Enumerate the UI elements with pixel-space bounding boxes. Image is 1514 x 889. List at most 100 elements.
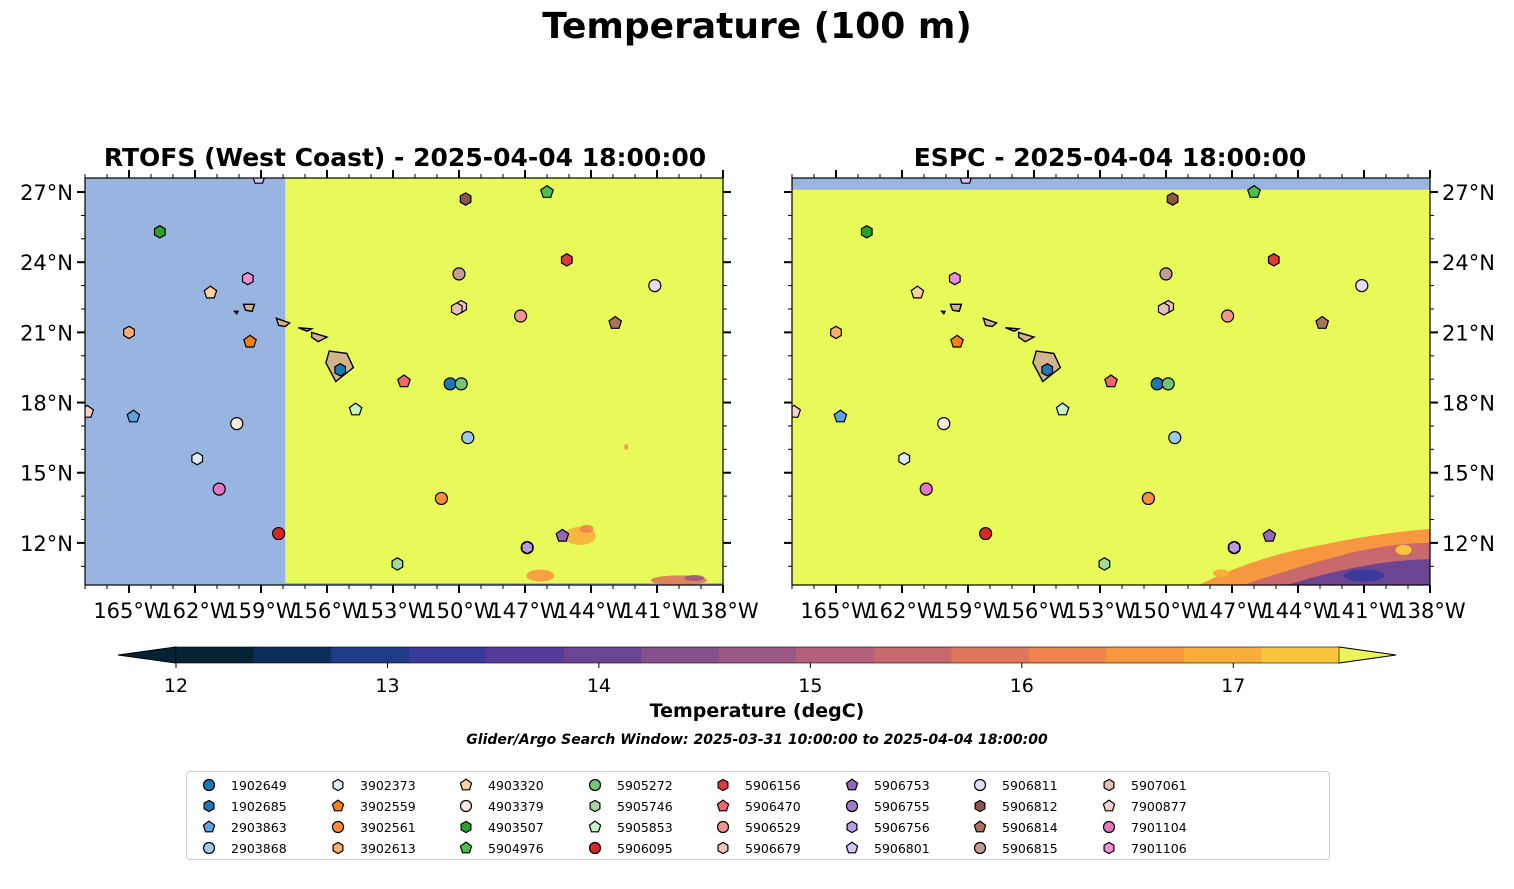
colorbar-tick-label: 12 — [164, 675, 188, 697]
legend-label: 3902613 — [360, 840, 416, 856]
legend-1902649-marker — [202, 778, 216, 792]
float-5906529-marker — [513, 309, 528, 323]
legend-item-3902561: 3902561 — [328, 817, 416, 837]
float-5906801-marker — [959, 178, 972, 184]
legend-marker-icon — [1102, 799, 1116, 812]
colorbar-extend-max — [1338, 646, 1397, 664]
legend-5905272-marker — [588, 778, 602, 792]
float-3902613-marker — [123, 325, 135, 340]
float-3902561-marker — [1141, 491, 1156, 506]
lon-tick-label: 141°W — [621, 599, 693, 623]
legend-5906812-marker — [974, 799, 986, 813]
lon-tick-label: 159°W — [225, 599, 297, 623]
legend-item-5904976: 5904976 — [456, 838, 544, 858]
legend-item-5906815: 5906815 — [970, 838, 1058, 858]
legend-5906156-marker — [717, 778, 729, 792]
legend-label: 5905853 — [617, 819, 673, 835]
legend-marker-icon — [331, 820, 345, 834]
legend-item-5905853: 5905853 — [585, 817, 673, 837]
float-5905853-marker — [1055, 402, 1070, 416]
legend-item-5906755: 5906755 — [842, 796, 930, 816]
legend-marker-icon — [589, 799, 601, 813]
legend-marker-icon — [460, 820, 472, 834]
float-7900877-marker — [85, 404, 95, 418]
float-3902373-marker — [898, 451, 911, 466]
float-5906812-marker — [1166, 192, 1179, 206]
legend-label: 2903868 — [231, 840, 287, 856]
float-5906811-marker — [1355, 278, 1369, 293]
legend-label: 1902649 — [231, 777, 287, 793]
legend-marker-icon — [332, 841, 344, 855]
legend-marker-icon — [974, 799, 986, 813]
legend-label: 5906156 — [745, 777, 801, 793]
float-5906756-marker — [1228, 540, 1241, 555]
colorbar-bin — [873, 647, 952, 663]
lon-tick-label: 162°W — [866, 599, 938, 623]
float-5906815-marker — [452, 267, 466, 281]
legend-label: 7900877 — [1131, 798, 1187, 814]
legend-item-5906814: 5906814 — [970, 817, 1058, 837]
lat-tick-label: 24°N — [1442, 251, 1495, 275]
colorbar-bin — [331, 647, 410, 663]
colorbar-bin — [486, 647, 565, 663]
legend-label: 2903863 — [231, 819, 287, 835]
lat-tick-label: 24°N — [20, 251, 73, 275]
legend-marker-icon — [459, 841, 473, 854]
colorbar-bin — [641, 647, 720, 663]
float-5906753-marker — [1262, 528, 1277, 542]
lat-tick-label: 15°N — [20, 462, 73, 486]
legend-label: 1902685 — [231, 798, 287, 814]
legend-label: 5906756 — [874, 819, 930, 835]
float-3902561-marker — [434, 491, 448, 506]
float-5906156-marker — [1267, 253, 1280, 267]
colorbar-tick-label: 17 — [1221, 675, 1245, 697]
float-5906753-marker — [555, 528, 570, 542]
legend-item-7901106: 7901106 — [1099, 838, 1187, 858]
legend-3902561-marker — [331, 820, 345, 834]
legend-marker-icon — [1103, 841, 1115, 855]
float-5904976-marker — [540, 184, 554, 198]
legend-5905853-marker — [588, 820, 602, 833]
colorbar-bin — [1028, 647, 1107, 663]
legend-item-5906470: 5906470 — [713, 796, 801, 816]
float-3902559-marker — [243, 334, 257, 348]
lat-tick-label: 18°N — [1442, 392, 1495, 416]
legend-item-5906801: 5906801 — [842, 838, 930, 858]
legend-7901104-marker — [1102, 820, 1116, 834]
float-5906815-marker — [1159, 267, 1173, 281]
lon-tick-label: 138°W — [687, 599, 759, 623]
legend-marker-icon — [1103, 778, 1115, 792]
figure-title: Temperature (100 m) — [542, 6, 972, 47]
legend-label: 5907061 — [1131, 777, 1187, 793]
legend-5906811-marker — [973, 778, 987, 792]
lon-tick-label: 150°W — [423, 599, 495, 623]
float-5907061-marker — [450, 302, 463, 316]
legend-marker-icon — [459, 778, 473, 791]
lon-tick-label: 153°W — [357, 599, 429, 623]
legend-2903868-marker — [202, 841, 216, 855]
legend-item-7901104: 7901104 — [1099, 817, 1187, 837]
float-5906811-marker — [648, 278, 662, 293]
legend-label: 5906815 — [1002, 840, 1058, 856]
lon-tick-label: 153°W — [1064, 599, 1136, 623]
legend-marker-icon — [973, 820, 987, 833]
legend-label: 5906529 — [745, 819, 801, 835]
float-5906470-marker — [1104, 374, 1118, 388]
float-3902373-marker — [191, 451, 204, 466]
legend-marker-icon — [717, 841, 729, 855]
float-5906812-marker — [459, 192, 472, 206]
lat-tick-label: 15°N — [1442, 462, 1495, 486]
legend-item-4903379: 4903379 — [456, 796, 544, 816]
float-5905746-marker — [391, 557, 404, 571]
float-4903379-marker — [230, 417, 244, 431]
legend-5906801-marker — [845, 841, 859, 854]
colorbar-bin — [1183, 647, 1262, 663]
legend-item-5906156: 5906156 — [713, 775, 801, 795]
legend-marker-icon — [845, 799, 859, 813]
legend-item-5905746: 5905746 — [585, 796, 673, 816]
legend-item-7900877: 7900877 — [1099, 796, 1187, 816]
legend-marker-icon — [202, 841, 216, 855]
legend-label: 5906095 — [617, 840, 673, 856]
legend-item-5906529: 5906529 — [713, 817, 801, 837]
lon-tick-label: 144°W — [555, 599, 627, 623]
